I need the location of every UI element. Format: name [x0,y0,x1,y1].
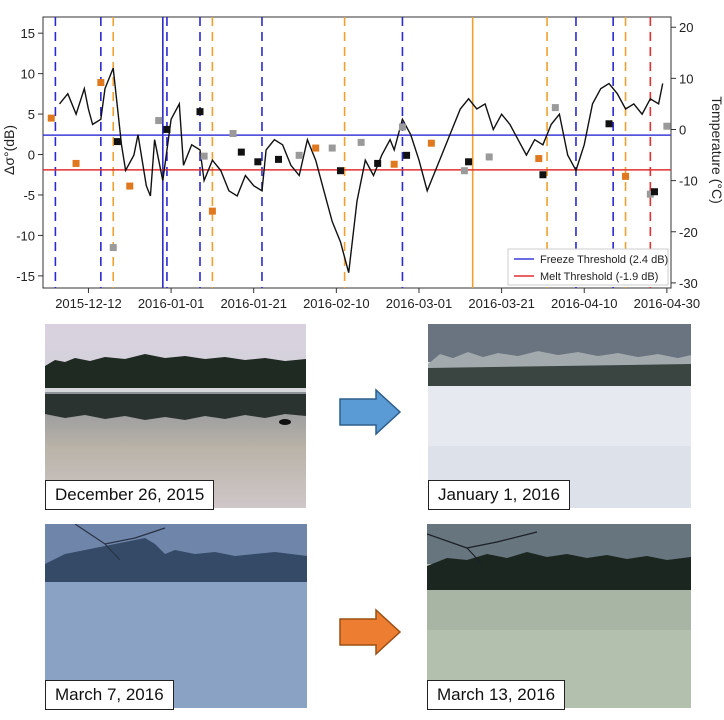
backscatter-point [403,151,411,159]
backscatter-point [465,158,473,166]
backscatter-point [72,159,80,167]
x-tick-label: 2016-03-21 [468,296,535,311]
y-axis-left-label: Δσ°(dB) [1,125,17,175]
backscatter-point [605,120,613,128]
plot-frame [42,16,672,289]
backscatter-point [622,172,630,180]
backscatter-point [196,108,204,116]
backscatter-point [427,139,435,147]
backscatter-point [539,171,547,179]
backscatter-point [398,123,406,131]
backscatter-point [47,114,55,122]
y-left-tick-label: -5 [23,188,35,203]
photo-caption: January 1, 2016 [428,480,570,510]
y-right-tick-label: 10 [679,71,693,86]
photo-caption: March 13, 2016 [427,680,566,710]
backscatter-point [229,129,237,137]
x-tick-label: 2015-12-12 [55,296,122,311]
legend-box [507,248,669,286]
y-right-tick-label: -30 [679,276,698,291]
y-left-tick-label: -15 [16,269,35,284]
backscatter-point [97,79,105,87]
freeze-arrow-icon [339,388,402,436]
x-tick-label: 2016-01-01 [138,296,205,311]
backscatter-point [312,144,320,152]
backscatter-point [336,167,344,175]
backscatter-point [254,158,262,166]
backscatter-point [650,188,658,196]
time-series-chart: -15 -10 -5 0 5 10 15 -30 -20 -10 0 10 20 2015-12-12 20… [1,16,724,311]
temperature-series-line [58,67,664,273]
photo-caption: December 26, 2015 [45,480,215,510]
backscatter-point [109,244,117,252]
y-left-tick-label: 10 [21,67,35,82]
backscatter-point [551,104,559,112]
y-right-tick-label: -20 [679,225,698,240]
backscatter-point [390,160,398,168]
backscatter-point [295,151,303,159]
backscatter-point [237,148,245,156]
backscatter-point [163,125,171,133]
backscatter-point [460,167,468,175]
x-tick-label: 2016-02-10 [303,296,370,311]
y-left-tick-label: 0 [28,148,35,163]
backscatter-point [357,138,365,146]
backscatter-point [646,190,654,198]
x-tick-label: 2016-01-21 [220,296,287,311]
melt-arrow-icon [339,608,402,656]
backscatter-point [113,138,121,146]
y-left-tick-label: 15 [21,26,35,41]
backscatter-point [275,155,282,163]
photo-caption: March 7, 2016 [45,680,174,710]
x-tick-label: 2016-04-30 [634,296,701,311]
backscatter-point [535,155,543,163]
backscatter-point [200,152,208,160]
y-right-tick-label: -10 [679,174,698,189]
y-left-tick-label: 5 [28,107,35,122]
y-right-tick-label: 20 [679,20,693,35]
y-axis-right-label: Temperature (°C) [709,96,724,204]
backscatter-point [663,122,671,130]
backscatter-point [155,117,163,125]
legend: Freeze Threshold (2.4 dB) Melt Threshold… [507,248,669,286]
legend-freeze-label: Freeze Threshold (2.4 dB) [540,254,668,266]
backscatter-point [328,144,336,152]
y-right-tick-label: 0 [679,122,686,137]
backscatter-point [374,159,382,167]
x-tick-label: 2016-03-01 [386,296,453,311]
y-left-tick-label: -10 [16,228,35,243]
backscatter-point [485,153,493,161]
legend-melt-label: Melt Threshold (-1.9 dB) [540,271,658,283]
x-tick-label: 2016-04-10 [551,296,618,311]
backscatter-point [126,182,134,190]
backscatter-point [208,207,216,215]
